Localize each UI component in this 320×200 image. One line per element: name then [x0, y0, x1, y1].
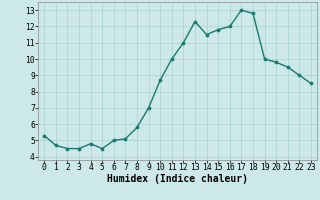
X-axis label: Humidex (Indice chaleur): Humidex (Indice chaleur) — [107, 174, 248, 184]
